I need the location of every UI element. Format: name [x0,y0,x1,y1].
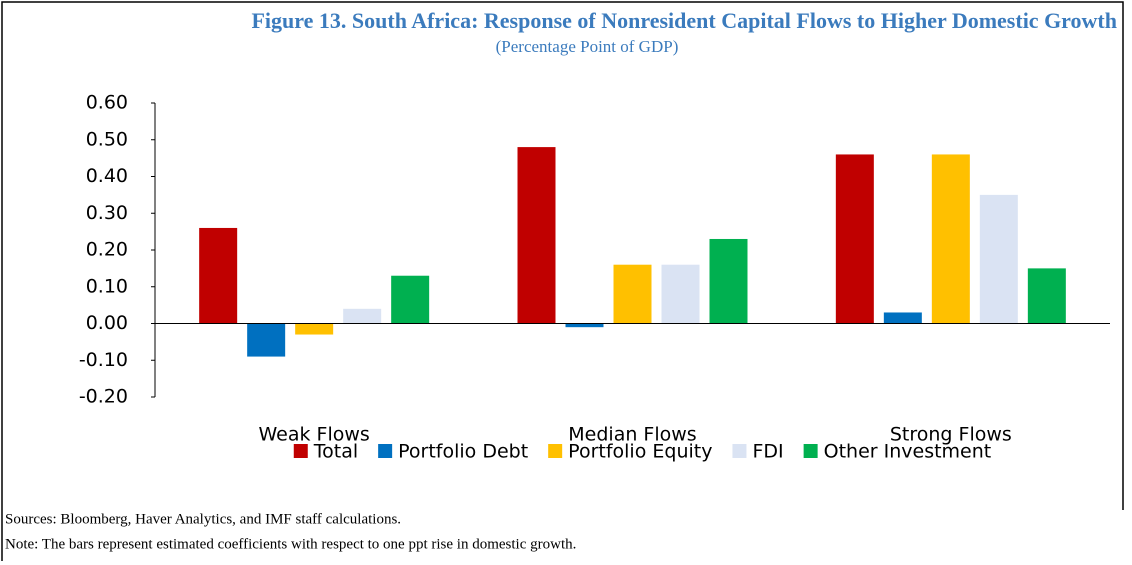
x-tick-label: Weak Flows [259,424,370,446]
legend-swatch [732,444,747,458]
legend-swatch [548,444,563,458]
y-tick-label: 0.10 [86,275,128,297]
bar [565,323,604,328]
bar [391,275,430,324]
y-tick-label: 0.20 [86,239,128,261]
y-tick-label: 0.00 [86,312,128,334]
chart-subtitle: (Percentage Point of GDP) [496,37,679,56]
y-tick-label: -0.10 [79,349,128,371]
bar [979,194,1018,324]
sources: Sources: Bloomberg, Haver Analytics, and… [5,511,401,527]
y-tick-label: 0.60 [86,92,128,114]
bar [613,264,652,324]
bar [295,323,334,335]
bar [1027,268,1066,324]
legend-label: FDI [752,441,783,463]
y-tick-label: -0.20 [79,386,128,408]
bar [931,154,970,324]
legend-label: Total [313,441,358,463]
legend-label: Portfolio Debt [398,441,528,463]
legend-swatch [378,444,393,458]
legend-label: Portfolio Equity [568,441,712,463]
bar [247,323,286,357]
x-tick-label: Strong Flows [890,424,1012,446]
legend-swatch [293,444,308,458]
legend-swatch [803,444,818,458]
bar [835,154,874,324]
note: Note: The bars represent estimated coeff… [5,536,576,552]
x-tick-label: Median Flows [568,424,696,446]
bar [661,264,700,324]
y-tick-label: 0.40 [86,165,128,187]
bar [199,227,238,324]
bar [517,147,556,324]
bar [709,238,748,324]
legend-label: Other Investment [824,441,992,463]
bar [883,312,922,324]
y-tick-label: 0.50 [86,128,128,150]
chart-title: Figure 13. South Africa: Response of Non… [251,8,1117,33]
bar [343,308,382,324]
y-tick-label: 0.30 [86,202,128,224]
